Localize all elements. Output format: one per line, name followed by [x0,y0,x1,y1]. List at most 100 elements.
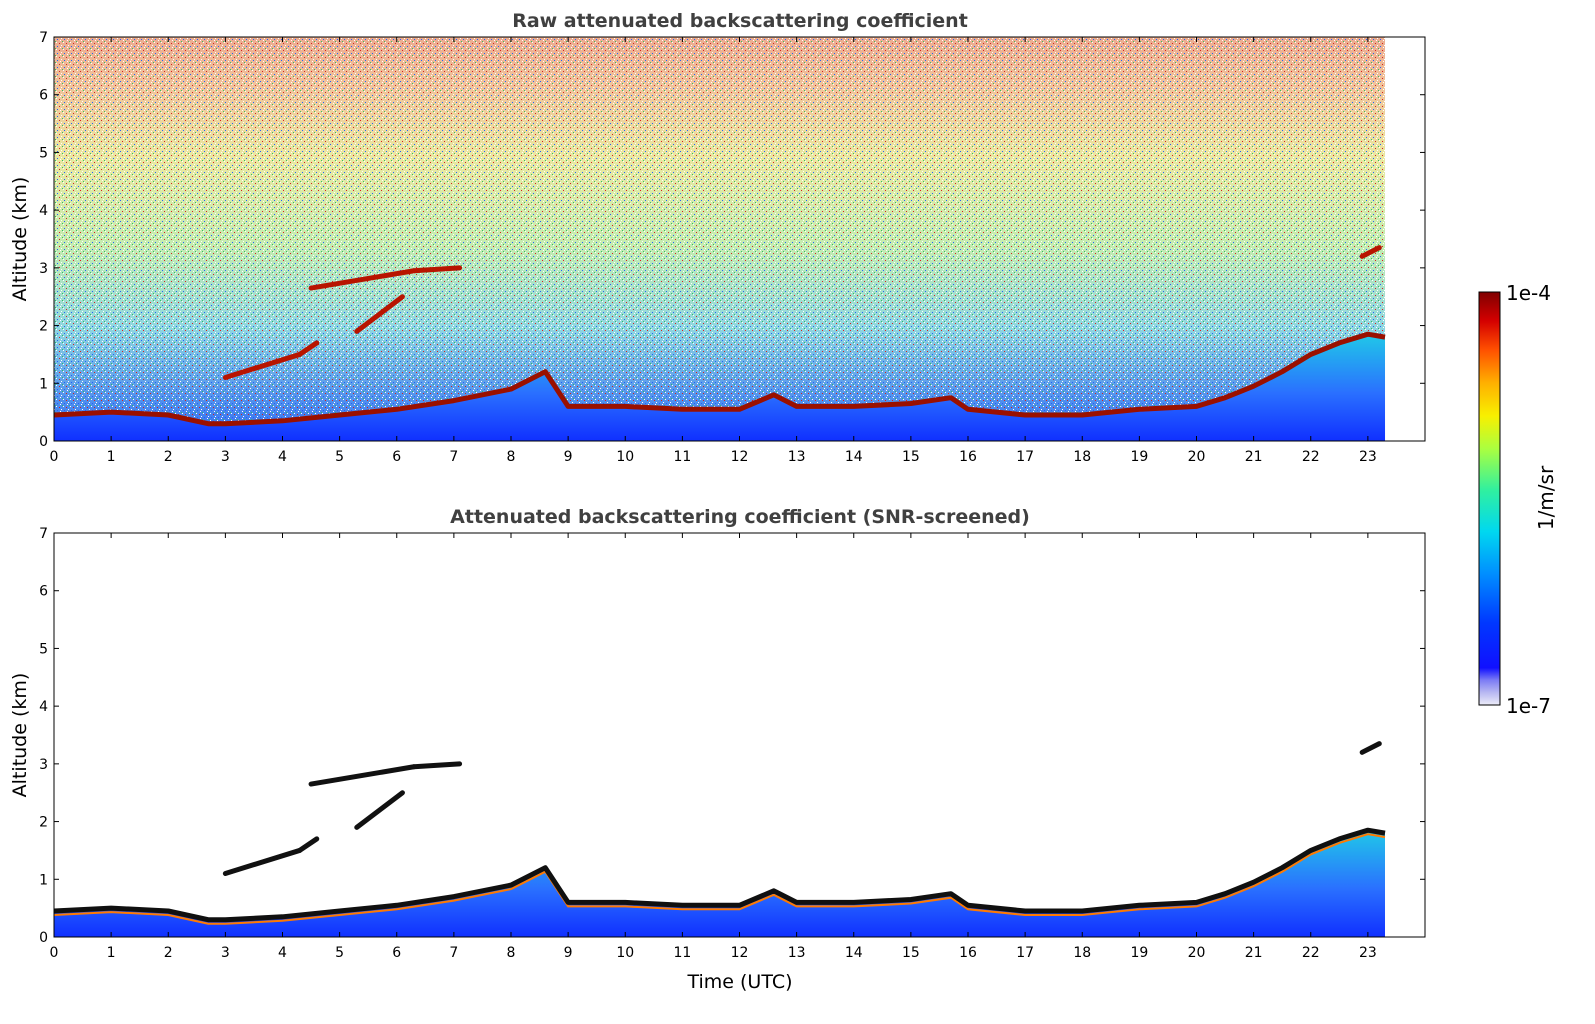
y-tick-label: 0 [39,930,48,946]
x-tick-label: 10 [616,945,634,961]
raw-elevated-layer [354,294,405,334]
x-tick-label: 2 [164,945,173,961]
y-tick-label: 4 [39,203,48,219]
x-tick-label: 2 [164,449,173,465]
snr-elevated-layer [354,790,405,830]
raw-panel-title: Raw attenuated backscattering coefficien… [512,10,968,32]
x-tick-label: 6 [392,449,401,465]
x-tick-label: 3 [221,449,230,465]
colorbar: 1e-4 1e-7 1/m/sr [1478,281,1558,718]
snr-boundary-layer-top [54,827,1386,923]
x-tick-label: 20 [1188,449,1206,465]
colorbar-unit-label: 1/m/sr [1534,465,1558,530]
y-tick-label: 7 [39,30,48,46]
x-tick-label: 3 [221,945,230,961]
x-tick-label: 0 [50,945,59,961]
x-tick-label: 18 [1073,945,1091,961]
y-tick-label: 7 [39,526,48,542]
x-tick-label: 14 [845,449,863,465]
x-tick-label: 19 [1130,449,1148,465]
y-tick-label: 3 [39,757,48,773]
x-tick-label: 7 [449,449,458,465]
raw-elevated-layer [1359,245,1382,259]
snr-elevated-layer [297,836,320,853]
x-tick-label: 22 [1302,945,1320,961]
y-tick-label: 5 [39,145,48,161]
raw-y-axis-label: Altitude (km) [9,177,31,302]
snr-elevated-layer [411,761,463,770]
snr-x-ticks: 0 1 2 3 4 5 6 7 8 9 10 11 12 13 14 15 16 17 18 19 20 21 22 23 [50,533,1377,961]
snr-boundary-layer-fill [54,830,1386,937]
x-tick-label: 5 [335,449,344,465]
x-tick-label: 16 [959,449,977,465]
x-tick-label: 1 [107,449,116,465]
y-tick-label: 5 [39,641,48,657]
colorbar-min-label: 1e-7 [1506,694,1551,718]
y-tick-label: 4 [39,699,48,715]
x-tick-label: 15 [902,449,920,465]
x-tick-label: 11 [673,449,691,465]
x-tick-label: 13 [788,945,806,961]
y-tick-label: 6 [39,584,48,600]
snr-screened-heatmap [54,741,1386,937]
x-tick-label: 21 [1245,449,1263,465]
snr-boundary-layer-edge [54,833,1386,925]
raw-noise-speckle [54,37,1386,441]
snr-elevated-aerosol-layers [222,741,1382,877]
snr-screened-panel: Attenuated backscattering coefficient (S… [9,506,1426,993]
x-tick-label: 8 [507,449,516,465]
snr-elevated-layer [1359,741,1382,755]
x-tick-label: 17 [1016,449,1034,465]
raw-backscatter-heatmap [54,37,1386,441]
x-tick-label: 15 [902,945,920,961]
x-tick-label: 18 [1073,449,1091,465]
x-tick-label: 10 [616,449,634,465]
colorbar-gradient [1478,291,1501,706]
x-tick-label: 4 [278,945,287,961]
x-tick-label: 13 [788,449,806,465]
x-tick-label: 19 [1130,945,1148,961]
raw-elevated-layer [308,268,417,291]
y-tick-label: 1 [39,872,48,888]
x-tick-label: 9 [564,945,573,961]
x-tick-label: 12 [731,449,749,465]
x-tick-label: 4 [278,449,287,465]
raw-y-ticks: 0 1 2 3 4 5 6 7 [39,30,1425,450]
x-tick-label: 14 [845,945,863,961]
raw-elevated-layer [222,351,303,381]
raw-elevated-aerosol-layers [222,245,1382,381]
x-tick-label: 16 [959,945,977,961]
y-tick-label: 1 [39,376,48,392]
x-tick-label: 22 [1302,449,1320,465]
snr-plot-frame [53,532,1426,938]
snr-elevated-layer [308,764,417,787]
raw-boundary-layer-top [54,331,1386,427]
raw-x-ticks: 0 1 2 3 4 5 6 7 8 9 10 11 12 13 14 15 16 17 18 19 20 21 22 23 [50,37,1377,465]
y-tick-label: 6 [39,88,48,104]
snr-y-axis-label: Altitude (km) [9,673,31,798]
x-axis-label: Time (UTC) [686,971,792,993]
raw-elevated-layer [297,340,320,357]
x-tick-label: 9 [564,449,573,465]
x-tick-label: 5 [335,945,344,961]
y-tick-label: 0 [39,434,48,450]
x-tick-label: 17 [1016,945,1034,961]
x-tick-label: 8 [507,945,516,961]
raw-elevated-layer [411,265,463,274]
colorbar-max-label: 1e-4 [1506,281,1551,305]
raw-backscatter-panel: Raw attenuated backscattering coefficien… [9,10,1426,465]
x-tick-label: 23 [1359,945,1377,961]
x-tick-label: 6 [392,945,401,961]
y-tick-label: 2 [39,815,48,831]
x-tick-label: 11 [673,945,691,961]
snr-y-ticks: 0 1 2 3 4 5 6 7 [39,526,1425,946]
raw-boundary-layer-fill [54,334,1386,441]
x-tick-label: 20 [1188,945,1206,961]
x-tick-label: 1 [107,945,116,961]
x-tick-label: 23 [1359,449,1377,465]
x-tick-label: 0 [50,449,59,465]
snr-elevated-layer [222,847,303,877]
x-tick-label: 12 [731,945,749,961]
y-tick-label: 2 [39,319,48,335]
